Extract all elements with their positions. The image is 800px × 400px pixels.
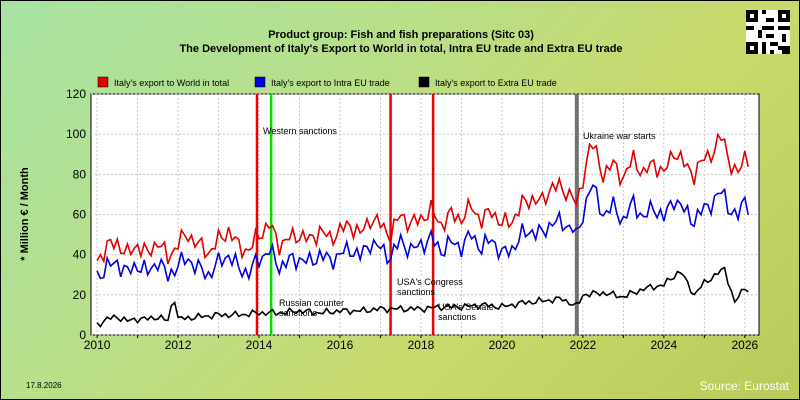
legend-label: Italy's export to Extra EU trade bbox=[435, 78, 557, 88]
x-tick-label: 2024 bbox=[651, 338, 678, 352]
legend-label: Italy's export to World in total bbox=[114, 78, 229, 88]
chart-subtitle: The Development of Italy's Export to Wor… bbox=[179, 43, 623, 55]
x-tick-label: 2012 bbox=[165, 338, 192, 352]
series-line-extra-eu bbox=[96, 266, 749, 328]
annotation-ukraine-war: Ukraine war starts bbox=[583, 131, 656, 141]
legend-swatch bbox=[418, 76, 430, 88]
source-credit: Source: Eurostat bbox=[699, 379, 789, 393]
legend-swatch bbox=[254, 76, 266, 88]
qr-code-icon bbox=[746, 10, 790, 54]
chart-title: Product group: Fish and fish preparation… bbox=[268, 29, 534, 41]
x-tick-label: 2022 bbox=[570, 338, 597, 352]
y-tick-label: 20 bbox=[73, 288, 87, 302]
y-tick-label: 80 bbox=[73, 167, 87, 181]
annotation-russian-counter-sanctions: Russian counter sanctions bbox=[279, 298, 344, 318]
y-axis-label: * Million € / Month bbox=[19, 167, 31, 261]
annotation-russian-line2: sanctions bbox=[279, 308, 318, 318]
series-line-world bbox=[96, 132, 749, 265]
annotation-congress-line2: sanctions bbox=[397, 287, 436, 297]
x-tick-label: 2018 bbox=[408, 338, 435, 352]
x-tick-label: 2026 bbox=[731, 338, 758, 352]
y-tick-label: 40 bbox=[73, 248, 87, 262]
y-tick-label: 0 bbox=[79, 328, 86, 342]
generated-date: 17.8.2026 bbox=[26, 381, 62, 390]
annotation-russian-line1: Russian counter bbox=[279, 298, 345, 308]
legend-label: Italy's export to Intra EU trade bbox=[271, 78, 390, 88]
x-tick-label: 2020 bbox=[489, 338, 516, 352]
annotation-usa-congress-sanctions: USA's Congress sanctions bbox=[397, 277, 463, 297]
annotation-usa-line1: USA's Senate bbox=[438, 302, 494, 312]
series-line-intra-eu bbox=[96, 184, 749, 282]
x-tick-label: 2014 bbox=[246, 338, 273, 352]
y-tick-label: 120 bbox=[66, 87, 86, 101]
annotation-congress-line1: USA's Congress bbox=[397, 277, 463, 287]
annotation-western-sanctions: Western sanctions bbox=[263, 126, 337, 136]
x-tick-label: 2016 bbox=[327, 338, 354, 352]
annotation-usa-senate-sanctions: USA's Senate sanctions bbox=[438, 302, 494, 322]
legend-swatch bbox=[97, 76, 109, 88]
x-tick-label: 2010 bbox=[84, 338, 111, 352]
y-tick-label: 100 bbox=[66, 127, 86, 141]
annotation-usa-line2: sanctions bbox=[438, 312, 477, 322]
y-tick-label: 60 bbox=[73, 208, 87, 222]
